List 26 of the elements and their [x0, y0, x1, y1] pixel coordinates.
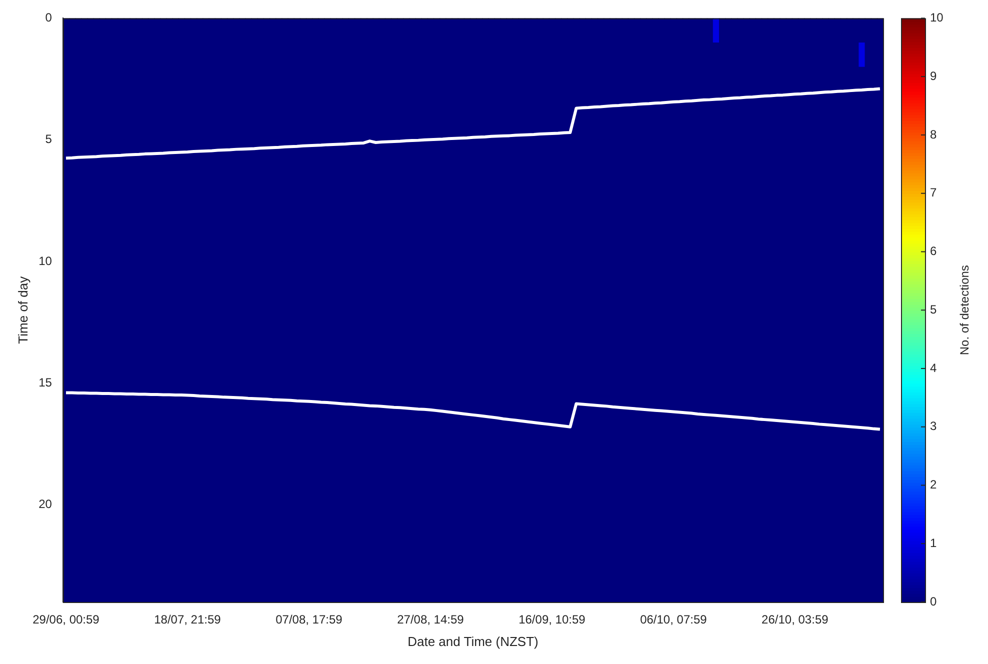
y-tick-label: 5 — [45, 132, 52, 146]
color-bar-label: 10 — [930, 10, 944, 25]
y-tick-label: 0 — [45, 10, 52, 25]
color-bar-label: 9 — [930, 68, 937, 83]
x-tick-label: 18/07, 21:59 — [154, 612, 222, 627]
color-bar-label: 6 — [930, 244, 937, 258]
y-tick-label: 15 — [38, 375, 52, 390]
x-tick-label: 07/08, 17:59 — [276, 612, 343, 627]
color-bar-label: 1 — [930, 536, 937, 550]
y-axis-title: Time of day — [15, 276, 30, 344]
x-tick-label: 27/08, 14:59 — [397, 612, 464, 627]
x-axis-title: Date and Time (NZST) — [408, 634, 538, 649]
color-bar-label: 0 — [930, 594, 937, 608]
color-bar-label: 8 — [930, 127, 937, 142]
x-tick-label: 26/10, 03:59 — [762, 612, 829, 627]
color-bar-label: 5 — [930, 302, 937, 316]
color-bar-label: 3 — [930, 419, 937, 434]
y-tick-label: 20 — [38, 497, 52, 512]
x-tick-label: 29/06, 00:59 — [32, 612, 100, 627]
x-tick-label: 16/09, 10:59 — [518, 612, 586, 627]
color-bar-label: 4 — [930, 360, 937, 375]
y-tick-label: 10 — [38, 254, 52, 268]
color-bar-title: No. of detections — [957, 265, 972, 356]
color-bar-label: 7 — [930, 186, 937, 200]
color-bar-label: 2 — [930, 478, 937, 492]
x-tick-label: 06/10, 07:59 — [640, 612, 708, 627]
